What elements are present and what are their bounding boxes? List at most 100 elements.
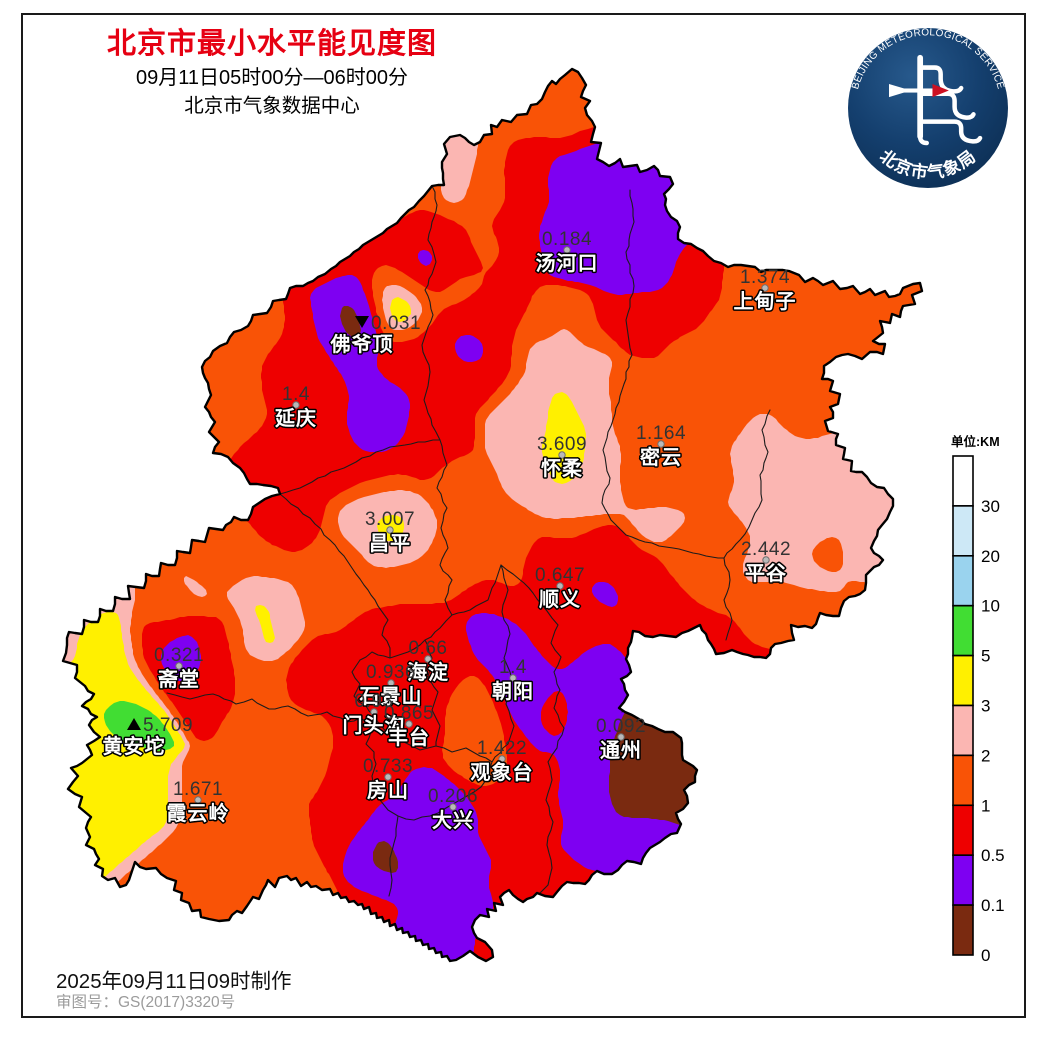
station-name: 怀柔: [541, 456, 583, 480]
district-lines-path: [166, 185, 771, 897]
legend-color-cell: [952, 804, 974, 856]
station-dot: [558, 451, 566, 459]
station-value: 0.092: [596, 716, 646, 737]
station-dot: [386, 526, 394, 534]
station-value: 1.4: [282, 384, 310, 405]
station-value: 0.647: [535, 565, 585, 586]
station-value: 3.007: [365, 509, 415, 530]
map-title: 北京市最小水平能见度图: [106, 28, 437, 60]
station-name: 丰台: [388, 725, 430, 749]
station-name: 霞云岭: [167, 801, 230, 825]
station-name: 上甸子: [734, 289, 797, 313]
legend-tick-label: 20: [981, 547, 1000, 566]
legend-tick-label: 30: [981, 497, 1000, 516]
min-marker-icon: [355, 316, 369, 328]
station-dot: [370, 708, 378, 716]
station-value: 3.609: [537, 434, 587, 455]
station-dot: [387, 679, 395, 687]
station-name: 石景山: [359, 685, 423, 708]
legend-color-cell: [952, 505, 974, 557]
time-range-subtitle: 09月11日05时00分—06时00分: [136, 67, 408, 90]
station-value: 0.733: [363, 756, 413, 777]
legend-tick-label: 5: [981, 647, 990, 666]
legend-color-cell: [952, 604, 974, 657]
station-dot: [762, 556, 770, 564]
station-dot: [405, 720, 413, 728]
contour-fill-layers: [63, 69, 922, 961]
station-value: 0.031: [371, 313, 421, 334]
data-center-subtitle: 北京市气象数据中心: [184, 95, 360, 118]
legend-color-cell: [952, 754, 974, 807]
station-dot: [509, 674, 517, 682]
station-dot: [657, 440, 665, 448]
station-dot: [556, 582, 564, 590]
station-dot: [292, 401, 300, 409]
station-dot: [498, 755, 506, 763]
station-labels-layer: 0.184汤河口1.374上甸子0.031佛爷顶1.4延庆3.609怀柔1.16…: [101, 229, 797, 834]
station-name: 昌平: [369, 532, 411, 555]
station-dot: [617, 733, 625, 741]
station-name: 通州: [600, 739, 642, 762]
logo-circle: [848, 28, 1008, 188]
station-value: 0.93: [355, 691, 394, 712]
station-value: 1.164: [636, 423, 686, 444]
station-name: 大兴: [432, 809, 474, 832]
district-boundary-lines: [166, 185, 771, 897]
legend-tick-label: 1: [981, 796, 990, 815]
station-value: 0.865: [384, 703, 434, 724]
station-name: 房山: [367, 778, 409, 802]
legend-color-cell: [952, 904, 974, 956]
legend-tick-label: 0: [981, 946, 990, 965]
station-value: 0.184: [542, 229, 592, 250]
legend-tick-label: 3: [981, 697, 990, 716]
station-name: 海淀: [407, 660, 449, 684]
beijing-meteorological-service-logo: BEIJING METEOROLOGICAL SERVICE 北京市气象局: [848, 27, 1008, 188]
legend-color-cell: [952, 854, 974, 906]
station-dot: [424, 655, 432, 663]
legend-color-cell: [952, 555, 974, 607]
station-value: 5.709: [143, 715, 193, 736]
logo-arrow-head: [932, 83, 949, 98]
legend-tick-label: 2: [981, 746, 990, 765]
station-name: 平谷: [745, 562, 787, 585]
station-value: 1.374: [740, 267, 790, 288]
station-value: 2.442: [741, 539, 791, 560]
legend-color-cell: [952, 704, 974, 757]
station-name: 朝阳: [492, 680, 534, 703]
legend-tick-label: 0.5: [981, 846, 1005, 865]
station-name: 密云: [640, 445, 682, 469]
max-marker-icon: [127, 718, 141, 730]
station-name: 观象台: [471, 760, 534, 784]
station-dot: [384, 773, 392, 781]
station-value: 0.206: [428, 786, 478, 807]
station-dot: [563, 246, 571, 254]
logo-weather-symbol: [917, 54, 983, 146]
station-value: 1.4: [499, 657, 527, 678]
station-name: 门头沟: [343, 713, 406, 737]
station-name: 顺义: [539, 588, 581, 611]
station-name: 黄安坨: [103, 734, 166, 758]
station-value: 1.671: [173, 779, 223, 800]
station-name: 佛爷顶: [330, 332, 394, 356]
legend-colorbar: 30 20 10 5 3 2 1 0.5 0.1 0: [952, 455, 1005, 965]
map-frame-border: [21, 13, 1026, 1018]
legend-color-cell: [952, 455, 974, 507]
legend-tick-label: 10: [981, 597, 1000, 616]
station-value: 1.422: [477, 738, 527, 759]
